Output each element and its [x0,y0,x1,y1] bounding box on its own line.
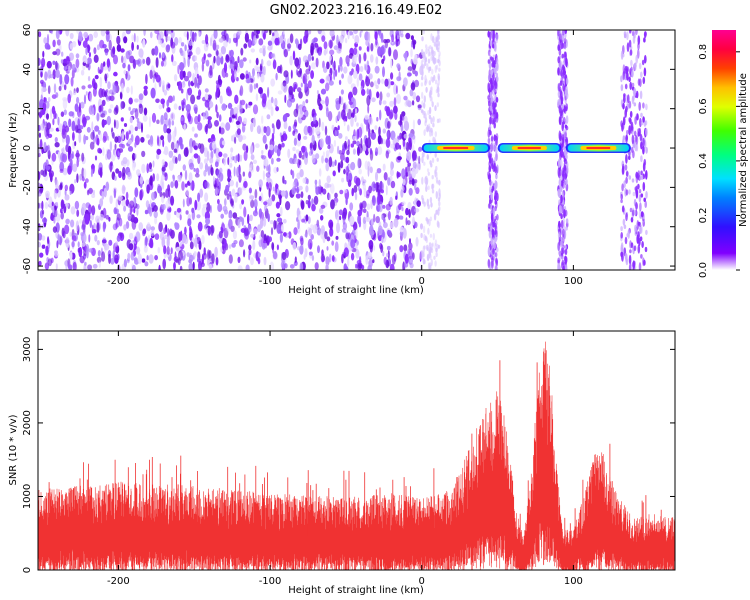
snr-ytick-label: 1000 [22,484,33,509]
colorbar-tick-label: 0.0 [698,262,709,278]
snr-ytick-label: 3000 [22,337,33,362]
spectrogram-xlabel: Height of straight line (km) [288,285,424,296]
colorbar-label: Normalized spectral amplitude [738,73,749,227]
spectrogram-ytick-label: -60 [22,258,33,274]
spectrogram-xtick-label: -200 [107,276,130,287]
spectrogram-xtick-label: -100 [259,276,282,287]
spectrogram-ytick-label: -20 [22,179,33,195]
colorbar-tick-label: 0.8 [698,44,709,60]
signal-segment-1 [421,143,490,153]
spectrogram-ytick-label: 20 [22,102,33,115]
snr-frame [37,330,676,571]
colorbar-tick-label: 0.6 [698,98,709,114]
spectrogram-ytick-label: -40 [22,219,33,235]
signal-segment-3 [565,143,631,153]
snr-ytick-label: 0 [22,567,33,573]
snr-series [38,341,675,570]
spectrogram-ylabel: Frequency (Hz) [8,112,19,188]
signal-segment-2 [497,143,562,153]
spectrogram-xtick-label: 100 [564,276,583,287]
snr-xlabel: Height of straight line (km) [288,585,424,596]
spectrogram-ytick-label: 0 [22,145,33,151]
spectrogram-ytick-label: 60 [22,24,33,37]
spectrogram-frame [37,29,676,271]
snr-ylabel: SNR (10 * v/v) [8,414,19,485]
snr-xtick-label: 0 [419,576,425,587]
snr-ytick-label: 2000 [22,410,33,435]
colorbar: 0.0 0.2 0.4 0.6 0.8 Normalized spectral ampl… [698,30,749,278]
colorbar-gradient [712,30,736,270]
spectrogram-ytick-label: 40 [22,63,33,76]
spectrogram-noise [38,30,648,270]
spectrogram-xtick-label: 0 [419,276,425,287]
snr-panel: -200 -100 0 100 0 1000 2000 3000 Height of str… [8,330,676,596]
snr-xtick-label: 100 [564,576,583,587]
snr-xtick-label: -100 [259,576,282,587]
chart-title: GN02.2023.216.16.49.E02 [270,3,443,18]
colorbar-tick-label: 0.4 [698,153,709,169]
snr-xtick-label: -200 [107,576,130,587]
colorbar-tick-label: 0.2 [698,208,709,224]
